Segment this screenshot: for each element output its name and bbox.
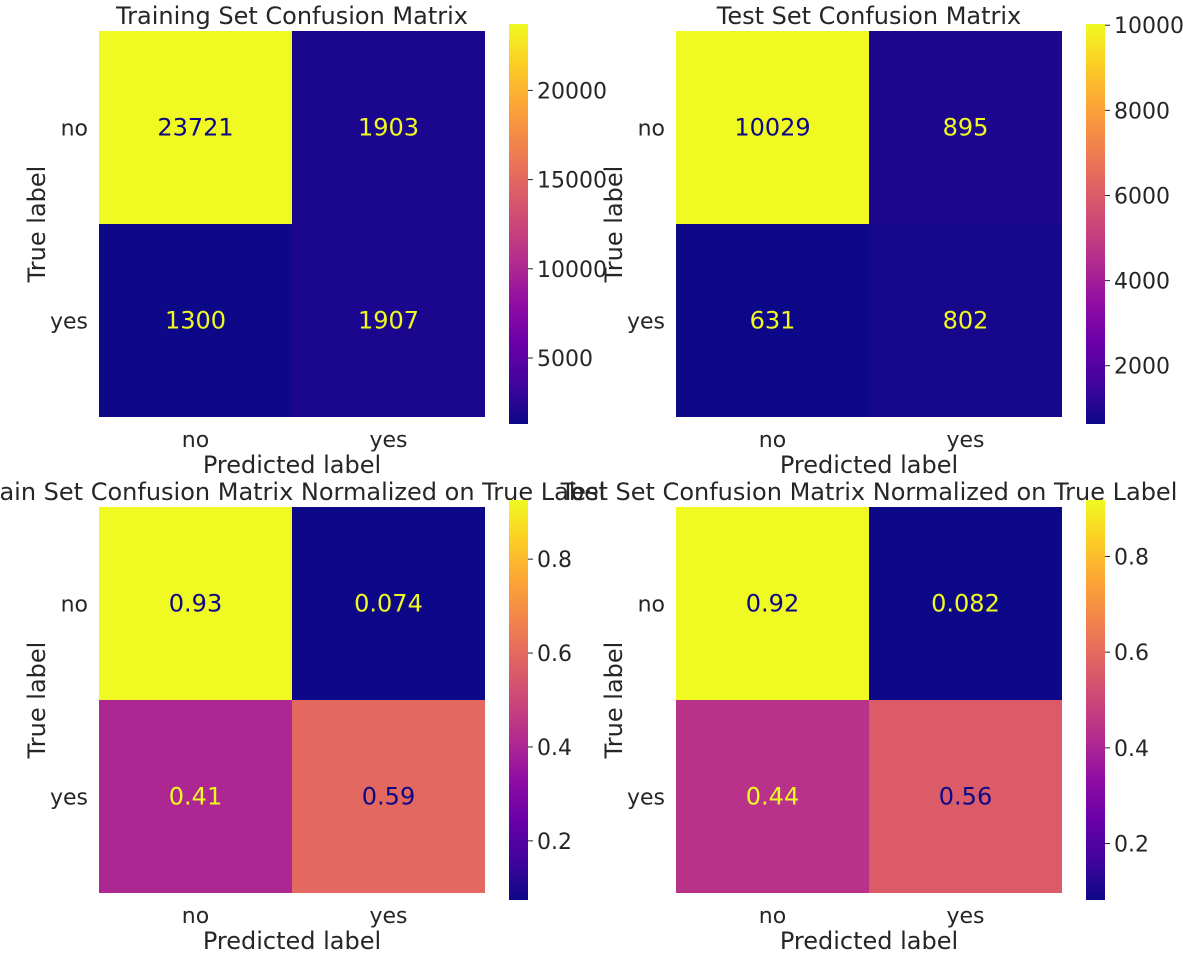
chart-title: Training Set Confusion Matrix xyxy=(115,2,468,30)
y-tick-label: yes xyxy=(50,310,88,335)
cell-value-label: 895 xyxy=(943,114,989,142)
cell-value-label: 1903 xyxy=(358,114,419,142)
heatmap-cell xyxy=(676,700,869,893)
cell-value-label: 23721 xyxy=(157,114,233,142)
x-axis-label: Predicted label xyxy=(203,927,381,954)
x-axis-label: Predicted label xyxy=(203,451,381,479)
heatmap-cell xyxy=(869,507,1062,700)
colorbar-tick-label: 0.2 xyxy=(1114,833,1149,858)
x-tick-label: yes xyxy=(946,904,984,929)
y-tick-label: yes xyxy=(50,786,88,811)
cell-value-label: 0.92 xyxy=(746,590,799,618)
colorbar-tick-label: 0.8 xyxy=(1114,545,1149,570)
y-tick-label: no xyxy=(61,593,88,618)
colorbar-tick-label: 0.6 xyxy=(537,642,572,667)
y-tick-label: yes xyxy=(627,310,665,335)
colorbar: 0.2 0.4 0.6 0.8 xyxy=(1086,500,1149,900)
cell-value-label: 0.44 xyxy=(746,783,799,811)
heatmap-panel-2: Test Set Confusion Matrix 10029 895 631 802 n… xyxy=(600,2,1183,479)
heatmap-cell xyxy=(99,700,292,893)
colorbar-scale xyxy=(509,24,528,424)
colorbar: 2000 4000 6000 8000 10000 xyxy=(1086,14,1183,424)
cell-value-label: 631 xyxy=(750,307,796,335)
colorbar-tick-label: 8000 xyxy=(1114,99,1170,124)
cell-value-label: 0.074 xyxy=(354,590,423,618)
x-tick-label: yes xyxy=(369,428,407,453)
colorbar-tick-label: 2000 xyxy=(1114,355,1170,380)
x-axis-label: Predicted label xyxy=(780,451,958,479)
heatmap-cell xyxy=(869,700,1062,893)
colorbar-tick-label: 0.6 xyxy=(1114,641,1149,666)
colorbar: 5000 10000 15000 20000 xyxy=(509,24,607,424)
cell-value-label: 1907 xyxy=(358,307,419,335)
colorbar-scale xyxy=(509,500,528,900)
colorbar-tick-label: 5000 xyxy=(537,347,593,372)
colorbar-tick-label: 10000 xyxy=(1114,14,1183,39)
heatmap-cell xyxy=(99,31,292,224)
x-axis-label: Predicted label xyxy=(780,927,958,954)
colorbar-tick-label: 15000 xyxy=(537,169,607,194)
cell-value-label: 802 xyxy=(943,307,989,335)
chart-title: Test Set Confusion Matrix xyxy=(716,2,1022,30)
colorbar-scale xyxy=(1086,24,1105,424)
heatmap-panel-3: Train Set Confusion Matrix Normalized on… xyxy=(0,478,606,954)
y-tick-label: no xyxy=(638,117,665,142)
heatmap-cell xyxy=(676,507,869,700)
y-tick-label: yes xyxy=(627,786,665,811)
heatmap-cell xyxy=(869,31,1062,224)
heatmap-cell xyxy=(292,700,485,893)
heatmap-cell xyxy=(99,507,292,700)
heatmap-cell xyxy=(292,31,485,224)
heatmap-cell xyxy=(99,224,292,417)
cell-value-label: 0.082 xyxy=(931,590,1000,618)
cell-value-label: 0.93 xyxy=(169,590,222,618)
heatmap-cell xyxy=(676,224,869,417)
x-tick-label: no xyxy=(759,428,786,453)
cell-value-label: 0.41 xyxy=(169,783,222,811)
cell-value-label: 1300 xyxy=(165,307,226,335)
x-tick-label: no xyxy=(182,904,209,929)
y-tick-label: no xyxy=(61,117,88,142)
y-axis-label: True label xyxy=(600,166,628,284)
colorbar-tick-label: 0.4 xyxy=(537,736,572,761)
chart-title: Train Set Confusion Matrix Normalized on… xyxy=(0,478,606,506)
colorbar-tick-label: 0.8 xyxy=(537,548,572,573)
colorbar-tick-label: 0.4 xyxy=(1114,737,1149,762)
colorbar-tick-label: 4000 xyxy=(1114,270,1170,295)
x-tick-label: no xyxy=(759,904,786,929)
heatmap-cell xyxy=(869,224,1062,417)
heatmap-cell xyxy=(292,224,485,417)
heatmap-cell xyxy=(292,507,485,700)
y-axis-label: True label xyxy=(23,642,51,760)
y-axis-label: True label xyxy=(600,642,628,760)
colorbar: 0.2 0.4 0.6 0.8 xyxy=(509,500,572,900)
x-tick-label: no xyxy=(182,428,209,453)
colorbar-tick-label: 20000 xyxy=(537,79,607,104)
cell-value-label: 0.56 xyxy=(939,783,992,811)
x-tick-label: yes xyxy=(369,904,407,929)
cell-value-label: 10029 xyxy=(734,114,810,142)
colorbar-tick-label: 6000 xyxy=(1114,184,1170,209)
x-tick-label: yes xyxy=(946,428,984,453)
heatmap-panel-4: Test Set Confusion Matrix Normalized on … xyxy=(560,478,1178,954)
colorbar-tick-label: 0.2 xyxy=(537,830,572,855)
colorbar-scale xyxy=(1086,500,1105,900)
chart-title: Test Set Confusion Matrix Normalized on … xyxy=(560,478,1178,506)
colorbar-tick-label: 10000 xyxy=(537,258,607,283)
cell-value-label: 0.59 xyxy=(362,783,415,811)
y-axis-label: True label xyxy=(23,166,51,284)
y-tick-label: no xyxy=(638,593,665,618)
heatmap-panel-1: Training Set Confusion Matrix 23721 1903 13… xyxy=(23,2,607,479)
heatmap-cell xyxy=(676,31,869,224)
